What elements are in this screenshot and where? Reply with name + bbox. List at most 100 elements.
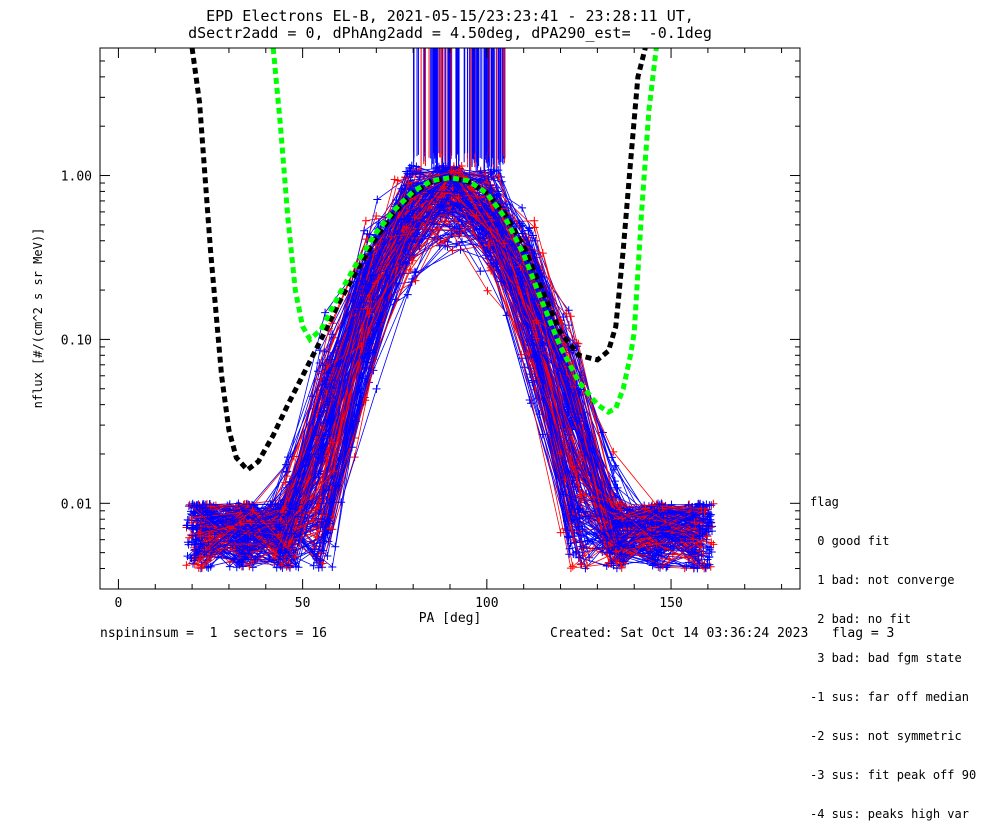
legend-title: flag <box>810 495 839 509</box>
data-point <box>699 524 708 533</box>
footer-left: nspininsum = 1 sectors = 16 <box>100 626 327 641</box>
data-point <box>360 226 369 235</box>
data-point <box>235 530 244 539</box>
data-point <box>486 225 495 234</box>
data-point <box>455 224 464 233</box>
data-point <box>239 562 248 571</box>
data-point <box>337 498 346 507</box>
data-point <box>658 561 667 570</box>
data-point <box>373 195 382 204</box>
data-point <box>312 554 321 563</box>
data-point <box>203 557 212 566</box>
data-point <box>691 511 700 520</box>
data-point <box>695 523 704 531</box>
data-point <box>397 220 406 229</box>
data-point <box>406 246 415 255</box>
data-point <box>210 530 219 539</box>
data-point <box>326 524 334 533</box>
data-point <box>703 549 711 558</box>
data-point <box>225 562 234 571</box>
data-point <box>576 514 585 522</box>
data-point <box>188 523 197 532</box>
data-point <box>250 539 259 548</box>
data-point <box>689 535 698 544</box>
data-point <box>568 562 577 571</box>
data-point <box>321 308 330 317</box>
x-tick-label: 0 <box>115 596 123 611</box>
data-point <box>183 538 192 547</box>
data-point <box>482 229 491 238</box>
flux-trace <box>192 171 699 552</box>
data-point <box>617 499 626 508</box>
y-tick-label: 0.10 <box>61 333 92 348</box>
data-point <box>196 532 205 541</box>
data-point <box>334 481 342 490</box>
data-point <box>538 249 547 258</box>
data-point <box>234 523 243 532</box>
data-point <box>328 438 337 447</box>
data-point <box>253 505 262 513</box>
data-point <box>566 312 575 321</box>
data-point <box>614 539 623 548</box>
data-point <box>703 532 712 541</box>
data-point <box>285 477 294 486</box>
data-point <box>650 553 659 562</box>
data-point <box>448 184 457 192</box>
data-point <box>693 538 702 547</box>
data-point <box>441 201 449 210</box>
data-point <box>439 163 448 172</box>
data-point <box>559 490 568 499</box>
data-point <box>392 279 401 287</box>
data-point <box>532 316 541 325</box>
data-point <box>182 561 191 570</box>
data-point <box>309 561 318 570</box>
data-point <box>266 500 275 509</box>
data-point <box>493 190 502 198</box>
data-point <box>363 304 372 313</box>
data-point <box>484 241 493 250</box>
data-point <box>707 538 716 547</box>
data-point <box>623 526 632 535</box>
data-point <box>487 266 496 275</box>
data-point <box>183 521 192 530</box>
data-point <box>314 469 323 478</box>
data-point <box>197 518 206 527</box>
x-tick-label: 150 <box>659 596 682 611</box>
data-point <box>284 561 293 570</box>
data-point <box>322 419 331 428</box>
data-point <box>624 518 633 527</box>
data-point <box>193 560 202 569</box>
data-point <box>315 346 324 355</box>
data-point <box>607 453 616 462</box>
data-point <box>196 539 205 548</box>
data-point <box>347 443 356 452</box>
data-point <box>249 534 258 543</box>
data-point <box>532 334 541 343</box>
legend-item: 1 bad: not converge <box>810 573 955 587</box>
data-point <box>206 562 215 571</box>
data-point <box>277 546 285 555</box>
data-point <box>198 561 207 570</box>
legend-item: -3 sus: fit peak off 90 <box>810 768 977 782</box>
data-point <box>698 529 707 538</box>
data-point <box>518 203 527 212</box>
data-point <box>577 490 586 499</box>
data-point <box>486 248 495 257</box>
data-point <box>524 226 533 235</box>
legend-item: 2 bad: no fit <box>810 612 912 626</box>
legend-item: -2 sus: not symmetric <box>810 729 962 743</box>
data-point <box>411 213 420 222</box>
data-point <box>402 167 411 176</box>
data-point <box>352 417 361 426</box>
flag-legend: flag 0 good fit 1 bad: not converge 2 ba… <box>810 470 976 834</box>
data-point <box>576 560 585 569</box>
chart-title-line2: dSectr2add = 0, dPhAng2add = 4.50deg, dP… <box>188 24 712 42</box>
data-point <box>319 546 328 555</box>
data-point <box>497 277 506 286</box>
data-point <box>706 543 715 552</box>
data-point <box>704 510 713 519</box>
data-point <box>194 515 202 523</box>
data-point <box>190 540 199 549</box>
data-point <box>559 313 568 321</box>
data-point <box>200 547 209 556</box>
